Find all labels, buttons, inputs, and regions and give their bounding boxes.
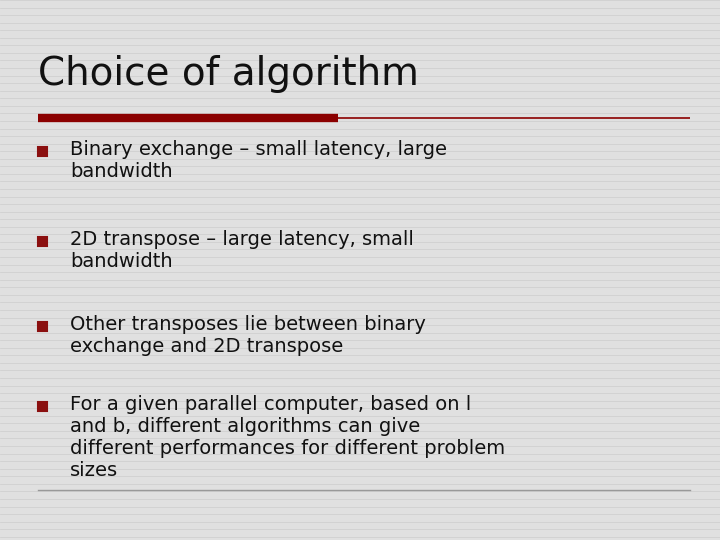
Text: different performances for different problem: different performances for different pro… (70, 439, 505, 458)
Text: and b, different algorithms can give: and b, different algorithms can give (70, 417, 420, 436)
Text: 2D transpose – large latency, small: 2D transpose – large latency, small (70, 230, 414, 249)
Bar (38, 237, 47, 246)
Bar (38, 402, 47, 410)
Text: Other transposes lie between binary: Other transposes lie between binary (70, 315, 426, 334)
Text: Binary exchange – small latency, large: Binary exchange – small latency, large (70, 140, 447, 159)
Bar (38, 146, 47, 156)
Text: bandwidth: bandwidth (70, 252, 173, 271)
Text: exchange and 2D transpose: exchange and 2D transpose (70, 337, 343, 356)
Text: For a given parallel computer, based on l: For a given parallel computer, based on … (70, 395, 472, 414)
Text: Choice of algorithm: Choice of algorithm (38, 55, 419, 93)
Bar (38, 321, 47, 330)
Text: sizes: sizes (70, 461, 118, 480)
Text: bandwidth: bandwidth (70, 162, 173, 181)
